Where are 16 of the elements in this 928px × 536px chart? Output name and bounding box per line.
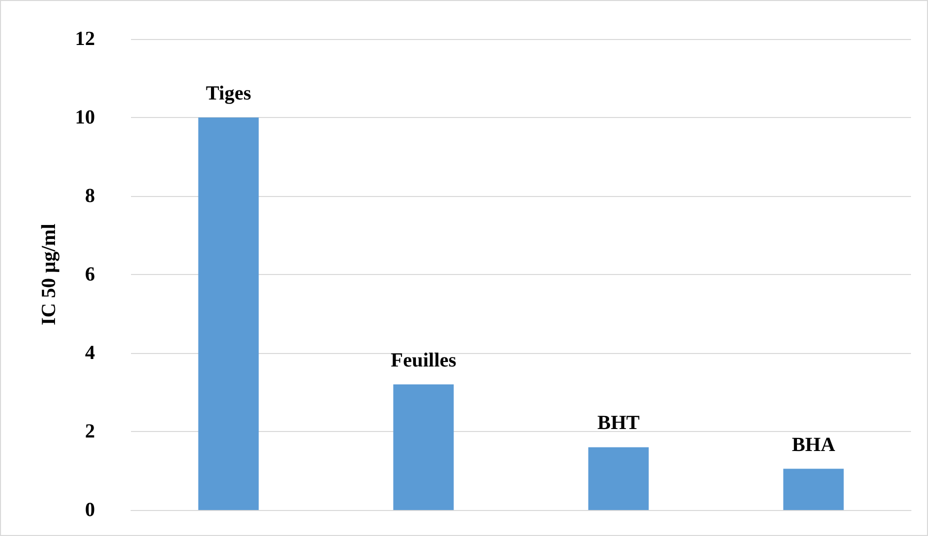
y-tick-label: 8 (85, 185, 95, 207)
y-tick-label: 12 (75, 28, 95, 50)
x-tick-label: BHT (597, 412, 640, 434)
y-tick-label: 6 (85, 264, 95, 286)
bar (393, 384, 454, 510)
x-tick-label: BHA (792, 434, 836, 456)
y-tick-label: 0 (85, 499, 95, 521)
y-axis-title: IC 50 µg/ml (38, 223, 60, 326)
x-tick-label: Tiges (206, 82, 252, 104)
y-tick-label: 4 (85, 342, 95, 364)
x-tick-label: Feuilles (390, 349, 456, 372)
y-tick-label: 2 (85, 420, 95, 442)
y-tick-label: 10 (75, 106, 95, 128)
bar (588, 447, 649, 510)
bar (198, 118, 259, 510)
bar (783, 468, 844, 510)
